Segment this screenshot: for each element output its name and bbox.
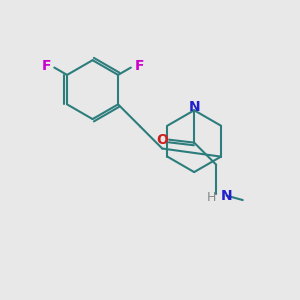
Text: F: F (41, 59, 51, 73)
Text: N: N (221, 189, 232, 202)
Text: O: O (157, 133, 169, 147)
Text: H: H (207, 190, 217, 204)
Text: F: F (134, 59, 144, 73)
Text: N: N (188, 100, 200, 114)
